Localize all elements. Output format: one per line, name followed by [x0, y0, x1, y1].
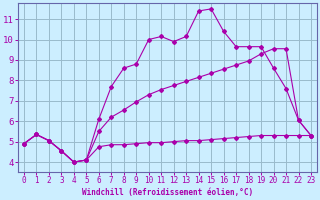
X-axis label: Windchill (Refroidissement éolien,°C): Windchill (Refroidissement éolien,°C) [82, 188, 253, 197]
